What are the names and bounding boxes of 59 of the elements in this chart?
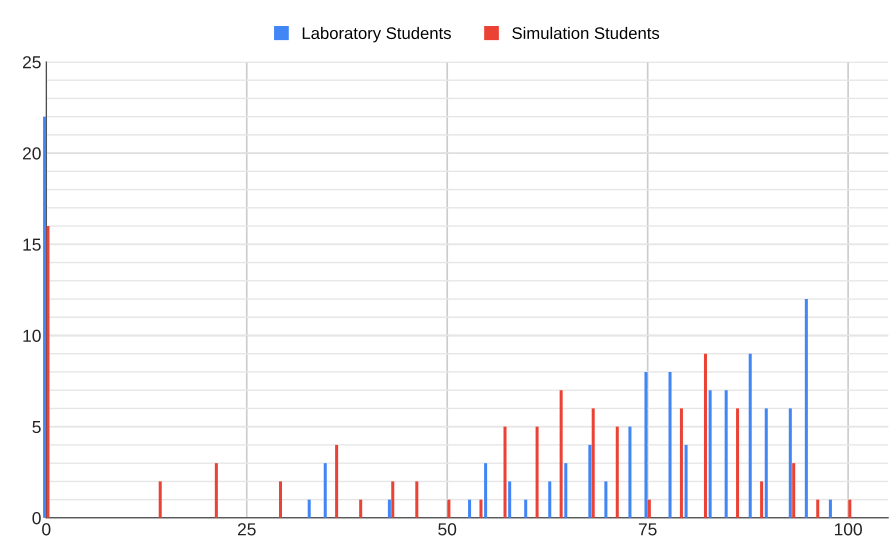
y-tick-label: 25 [22, 56, 41, 68]
bar [764, 408, 768, 518]
bar [560, 390, 563, 518]
bar [504, 426, 507, 518]
bar [43, 116, 46, 518]
bar [684, 444, 688, 518]
legend-label: Simulation Students [512, 26, 660, 40]
bar [548, 481, 552, 518]
bar [588, 444, 592, 518]
bar [484, 463, 488, 518]
x-tick-label: 100 [834, 523, 862, 536]
bar [536, 426, 539, 518]
x-tick-label: 50 [438, 523, 456, 536]
bar [760, 481, 764, 518]
bar [708, 390, 712, 518]
bar [359, 500, 362, 518]
bar [468, 500, 472, 518]
bar [828, 500, 832, 518]
bar [628, 426, 632, 518]
x-tick-label: 25 [238, 523, 256, 536]
bar [816, 500, 820, 518]
bar [848, 500, 852, 518]
bar [388, 500, 391, 518]
y-tick-label: 10 [23, 330, 41, 342]
bar [592, 408, 595, 518]
bar [680, 408, 683, 518]
bar [308, 500, 311, 518]
bar [616, 426, 619, 518]
bar [415, 481, 418, 518]
bar [788, 408, 792, 518]
y-tick-label: 15 [23, 238, 41, 251]
bar [158, 481, 162, 518]
bar [524, 500, 528, 518]
x-tick-label: 75 [638, 523, 657, 536]
bar [804, 299, 808, 518]
bar [736, 408, 740, 518]
y-tick-label: 0 [32, 512, 41, 524]
bar [391, 481, 394, 518]
legend-label: Laboratory Students [302, 26, 451, 42]
x-tick-label: 0 [42, 523, 50, 536]
bar [278, 481, 282, 518]
bar [564, 463, 568, 518]
bar [214, 463, 218, 518]
bar [324, 463, 327, 518]
bar [604, 481, 608, 518]
bar [46, 226, 50, 518]
y-tick-label: 20 [22, 147, 41, 160]
bar [508, 481, 512, 518]
bar [792, 463, 796, 518]
bar [335, 444, 338, 518]
bar [724, 390, 728, 518]
y-tick-label: 5 [32, 421, 41, 434]
bar [644, 372, 648, 518]
bar [648, 500, 651, 518]
bar [668, 372, 672, 518]
bar [704, 354, 707, 518]
bar [447, 500, 450, 518]
bar [479, 500, 482, 518]
bar [748, 354, 752, 518]
